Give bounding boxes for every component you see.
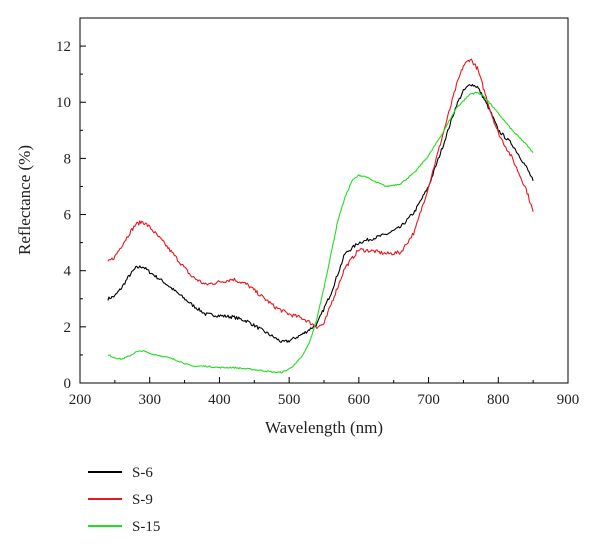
x-tick-label: 600 (348, 392, 371, 408)
y-tick-label: 10 (56, 95, 71, 111)
axis-ticks: 200 300 400 500 600 700 800 900 0 2 4 6 8 10 12 (56, 17, 580, 408)
series-lines (107, 58, 534, 374)
legend-label-s-6: S-6 (132, 465, 153, 481)
x-tick-label: 800 (487, 392, 510, 408)
y-tick-label: 4 (64, 264, 72, 280)
x-tick-label: 200 (69, 392, 92, 408)
series-line-s-6 (107, 83, 534, 343)
x-tick-label: 900 (557, 392, 580, 408)
legend-label-s-9: S-9 (132, 492, 153, 508)
y-tick-label: 8 (64, 151, 72, 167)
x-axis-title: Wavelength (nm) (265, 418, 383, 437)
x-tick-label: 700 (417, 392, 440, 408)
y-tick-label: 0 (64, 376, 72, 392)
x-tick-label: 500 (278, 392, 301, 408)
plot-frame (79, 17, 569, 384)
legend-label-s-15: S-15 (132, 519, 160, 535)
x-tick-label: 300 (138, 392, 161, 408)
series-line-s-9 (107, 58, 534, 330)
legend: S-6 S-9 S-15 (88, 465, 160, 535)
x-tick-label: 400 (208, 392, 231, 408)
series-line-s-15 (107, 91, 534, 374)
y-axis-title: Reflectance (%) (15, 145, 34, 255)
y-tick-label: 12 (56, 39, 71, 55)
y-tick-label: 6 (64, 208, 72, 224)
y-tick-label: 2 (64, 320, 72, 336)
